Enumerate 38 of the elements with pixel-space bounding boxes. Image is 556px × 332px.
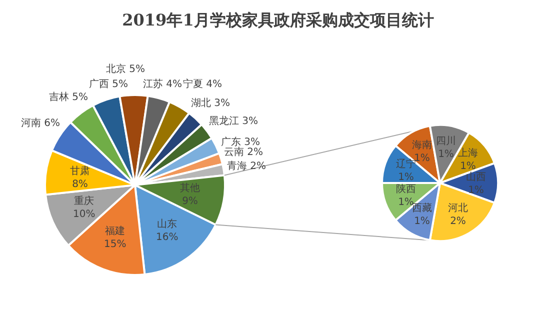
slice-label: 上海	[458, 147, 478, 159]
slice-label: 西藏	[412, 202, 432, 214]
slice-label: 北京 5%	[106, 63, 146, 75]
data-label: 8%	[72, 179, 88, 190]
slice-label: 河北	[448, 202, 468, 214]
data-label: 1%	[398, 172, 414, 183]
data-label: 1%	[398, 197, 414, 208]
slice-label: 青海 2%	[227, 160, 266, 172]
slice-label: 海南	[412, 139, 432, 151]
slice-label: 山西	[466, 171, 486, 183]
slice-label: 广东 3%	[221, 136, 260, 148]
slice-label: 河南 6%	[21, 117, 60, 129]
data-label: 1%	[438, 149, 454, 160]
data-label: 1%	[468, 185, 484, 196]
slice-label: 宁夏 4%	[183, 78, 222, 90]
data-label: 2%	[450, 216, 466, 227]
slice-label: 四川	[436, 135, 456, 147]
data-label: 1%	[460, 161, 476, 172]
slice-label: 重庆	[74, 195, 94, 207]
data-label: 10%	[73, 209, 96, 220]
data-label: 1%	[414, 153, 430, 164]
slice-label: 广西 5%	[89, 78, 128, 90]
slice-label: 吉林 5%	[49, 91, 88, 103]
slice-label: 云南 2%	[224, 146, 264, 158]
slice-label: 湖北 3%	[191, 97, 230, 109]
data-label: 16%	[156, 232, 178, 243]
slice-label: 甘肃	[70, 165, 90, 177]
chart-title: 2019年1月学校家具政府采购成交项目统计	[122, 10, 434, 30]
slice-label: 福建	[105, 225, 126, 237]
data-label: 1%	[414, 216, 430, 227]
slice-label: 其他	[180, 182, 200, 194]
data-label: 9%	[182, 196, 198, 207]
slice-label: 江苏 4%	[143, 78, 182, 90]
slice-label: 山东	[157, 218, 178, 230]
data-label: 15%	[104, 239, 126, 250]
slice-label: 辽宁	[396, 158, 416, 170]
slice-label: 陕西	[396, 183, 416, 195]
slice-label: 黑龙江 3%	[209, 115, 258, 127]
